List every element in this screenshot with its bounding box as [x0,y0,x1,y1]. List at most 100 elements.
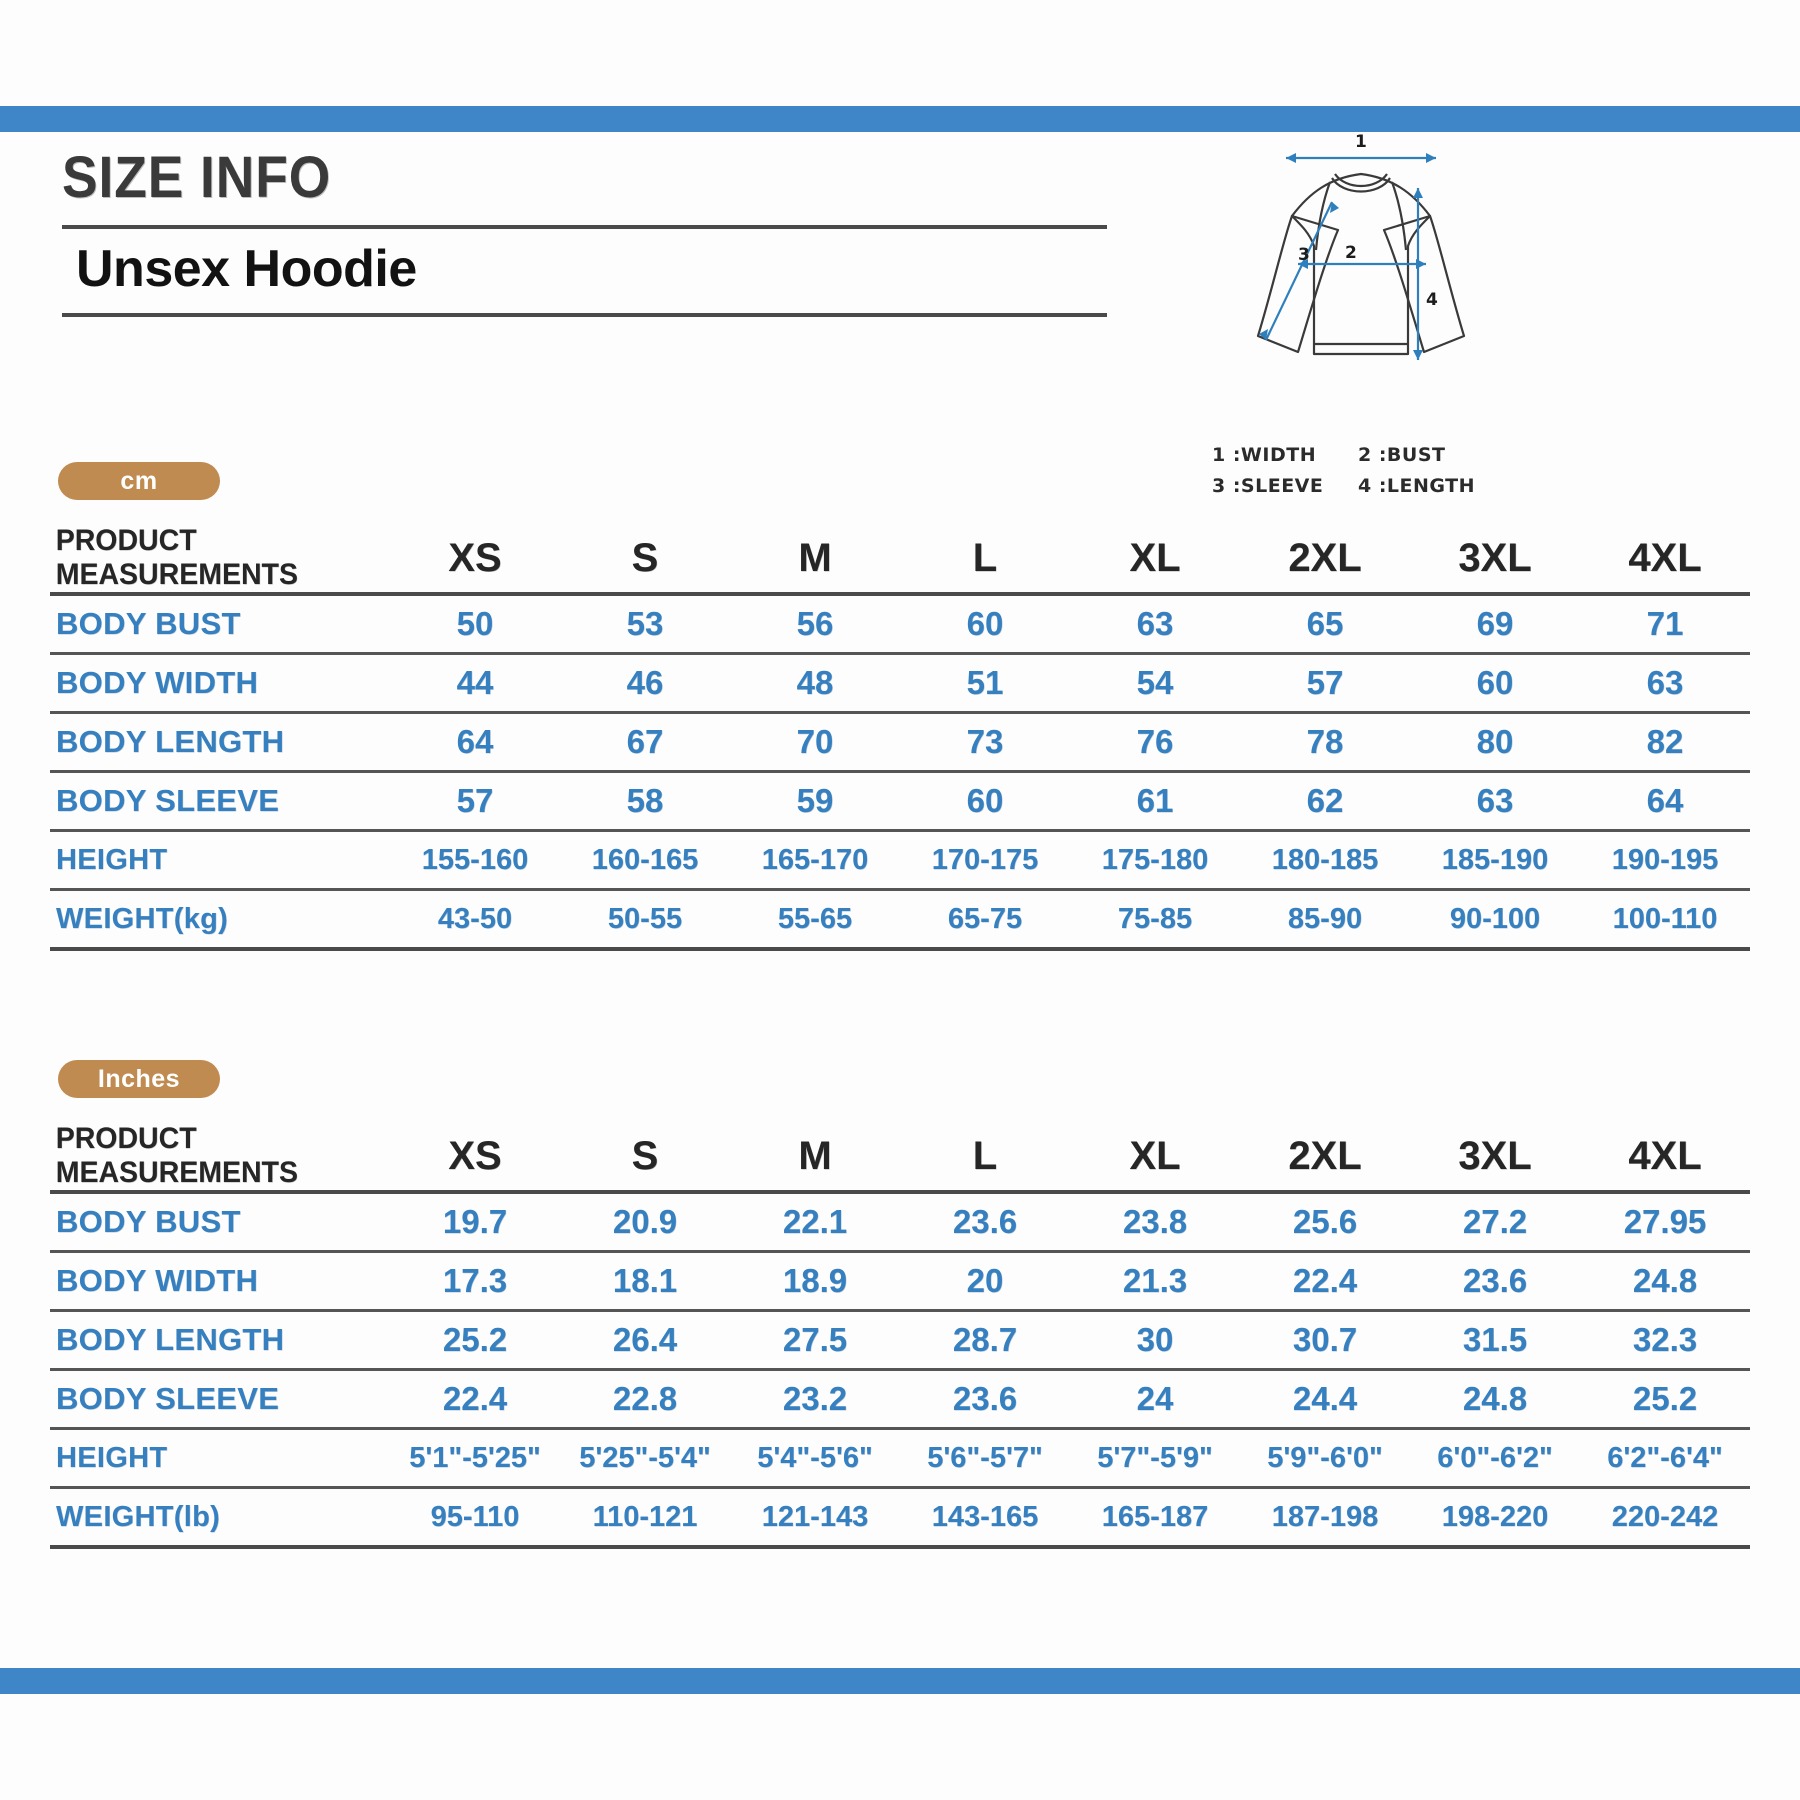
page-title: SIZE INFO [62,145,332,210]
cell-bust-l: 60 [900,594,1070,655]
cell-bust-l-in: 23.6 [900,1192,1070,1253]
cell-width-s: 46 [560,653,730,714]
cell-weight-xl-in: 165-187 [1070,1487,1240,1549]
cell-length-2xl: 78 [1240,712,1410,773]
size-table-inches: PRODUCT MEASUREMENTS XS S M L XL 2XL 3XL… [50,1122,1750,1549]
cell-width-xs: 44 [390,653,560,714]
column-header-2xl-in: 2XL [1240,1122,1410,1194]
legend-bust: 2 :BUST [1358,444,1446,466]
cell-sleeve-xl: 61 [1070,771,1240,832]
cell-width-m: 48 [730,653,900,714]
cell-weight-m-in: 121-143 [730,1487,900,1549]
cell-bust-xl: 63 [1070,594,1240,655]
cell-length-l: 73 [900,712,1070,773]
legend-sleeve: 3 :SLEEVE [1212,474,1324,497]
cell-weight-s-in: 110-121 [560,1487,730,1549]
cell-length-s: 67 [560,712,730,773]
cell-weight-xs: 43-50 [390,889,560,951]
table-body-inches: BODY BUST 19.7 20.9 22.1 23.6 23.8 25.6 … [50,1192,1750,1549]
cell-length-l-in: 28.7 [900,1310,1070,1371]
diagram-marker-1-label: 1 [1355,132,1367,152]
cell-length-xl: 76 [1070,712,1240,773]
column-header-xl: XL [1070,524,1240,596]
cell-sleeve-2xl-in: 24.4 [1240,1369,1410,1430]
column-header-measurements-in: PRODUCT MEASUREMENTS [50,1122,373,1194]
cell-height-2xl-in: 5'9"-6'0" [1240,1428,1410,1489]
table-row: BODY LENGTH 25.2 26.4 27.5 28.7 30 30.7 … [50,1310,1750,1371]
diagram-marker-2-label: 2 [1345,243,1357,263]
size-table-cm: PRODUCT MEASUREMENTS XS S M L XL 2XL 3XL… [50,524,1750,951]
cell-sleeve-4xl-in: 25.2 [1580,1369,1750,1430]
top-accent-bar [0,106,1800,132]
cell-bust-m-in: 22.1 [730,1192,900,1253]
cell-height-s-in: 5'25"-5'4" [560,1428,730,1489]
cell-sleeve-s-in: 22.8 [560,1369,730,1430]
cell-length-xs-in: 25.2 [390,1310,560,1371]
cell-height-4xl: 190-195 [1580,830,1750,891]
cell-width-s-in: 18.1 [560,1251,730,1312]
table-row: BODY BUST 50 53 56 60 63 65 69 71 [50,594,1750,655]
table-row: BODY LENGTH 64 67 70 73 76 78 80 82 [50,712,1750,773]
cell-weight-2xl: 85-90 [1240,889,1410,951]
column-header-s-in: S [560,1122,730,1194]
cell-height-3xl-in: 6'0"-6'2" [1410,1428,1580,1489]
cell-weight-xl: 75-85 [1070,889,1240,951]
table-row: BODY SLEEVE 57 58 59 60 61 62 63 64 [50,771,1750,832]
cell-height-3xl: 185-190 [1410,830,1580,891]
hoodie-illustration-icon: 1 2 3 4 [1256,132,1466,360]
cell-bust-3xl: 69 [1410,594,1580,655]
table-row: HEIGHT 5'1"-5'25" 5'25"-5'4" 5'4"-5'6" 5… [50,1428,1750,1489]
legend-width: 1 :WIDTH [1212,444,1317,466]
cell-sleeve-xs: 57 [390,771,560,832]
cell-height-xl: 175-180 [1070,830,1240,891]
table-row: BODY WIDTH 17.3 18.1 18.9 20 21.3 22.4 2… [50,1251,1750,1312]
table-header-row: PRODUCT MEASUREMENTS XS S M L XL 2XL 3XL… [50,524,1750,596]
row-label-height-in: HEIGHT [50,1428,390,1489]
column-header-measurements: PRODUCT MEASUREMENTS [50,524,373,596]
cell-width-3xl: 60 [1410,653,1580,714]
table-row: BODY SLEEVE 22.4 22.8 23.2 23.6 24 24.4 … [50,1369,1750,1430]
column-header-4xl-in: 4XL [1580,1122,1750,1194]
cell-height-4xl-in: 6'2"-6'4" [1580,1428,1750,1489]
legend-row: 3 :SLEEVE 4 :LENGTH [1212,471,1542,502]
cell-width-xs-in: 17.3 [390,1251,560,1312]
bottom-accent-bar [0,1668,1800,1694]
unit-badge-inches: Inches [58,1060,220,1098]
diagram-marker-3-label: 3 [1298,245,1310,265]
cell-sleeve-s: 58 [560,771,730,832]
cell-bust-xs: 50 [390,594,560,655]
legend-row: 1 :WIDTH 2 :BUST [1212,440,1542,471]
cell-length-4xl: 82 [1580,712,1750,773]
cell-sleeve-xs-in: 22.4 [390,1369,560,1430]
table-header-inches: PRODUCT MEASUREMENTS XS S M L XL 2XL 3XL… [50,1122,1750,1194]
cell-sleeve-m-in: 23.2 [730,1369,900,1430]
cell-width-xl-in: 21.3 [1070,1251,1240,1312]
row-label-weight-kg: WEIGHT(kg) [50,889,390,951]
cell-width-l-in: 20 [900,1251,1070,1312]
cell-sleeve-m: 59 [730,771,900,832]
cell-weight-l: 65-75 [900,889,1070,951]
legend-length: 4 :LENGTH [1358,474,1476,497]
cell-width-m-in: 18.9 [730,1251,900,1312]
cell-bust-3xl-in: 27.2 [1410,1192,1580,1253]
cell-sleeve-3xl-in: 24.8 [1410,1369,1580,1430]
table-body-cm: BODY BUST 50 53 56 60 63 65 69 71 BODY W… [50,594,1750,951]
column-header-2xl: 2XL [1240,524,1410,596]
column-header-xl-in: XL [1070,1122,1240,1194]
cell-height-m-in: 5'4"-5'6" [730,1428,900,1489]
cell-height-xl-in: 5'7"-5'9" [1070,1428,1240,1489]
row-label-body-sleeve: BODY SLEEVE [50,771,390,832]
column-header-l-in: L [900,1122,1070,1194]
table-row: WEIGHT(lb) 95-110 110-121 121-143 143-16… [50,1487,1750,1549]
cell-weight-m: 55-65 [730,889,900,951]
row-label-body-width: BODY WIDTH [50,653,390,714]
cell-sleeve-4xl: 64 [1580,771,1750,832]
column-header-m: M [730,524,900,596]
title-divider-top [62,224,1107,229]
cell-width-4xl-in: 24.8 [1580,1251,1750,1312]
header-block: SIZE INFO Unsex Hoodie [62,145,1272,317]
cell-bust-2xl-in: 25.6 [1240,1192,1410,1253]
cell-length-2xl-in: 30.7 [1240,1310,1410,1371]
cell-length-m-in: 27.5 [730,1310,900,1371]
